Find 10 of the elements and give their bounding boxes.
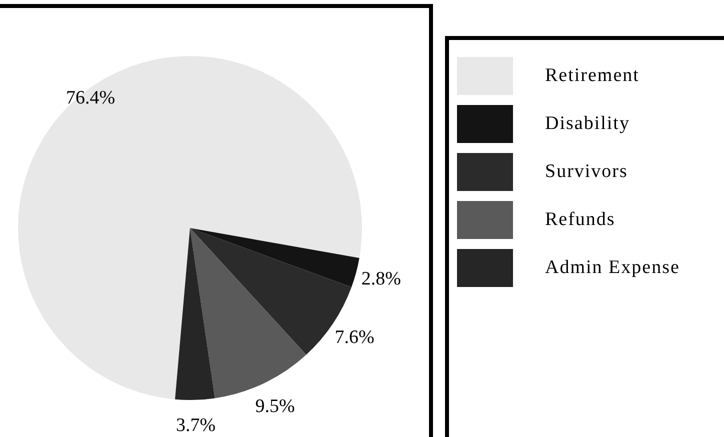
data-label: 76.4%: [66, 87, 116, 108]
legend-label: Admin Expense: [545, 257, 680, 279]
legend-label: Survivors: [545, 161, 628, 183]
legend-label: Refunds: [545, 209, 616, 231]
legend-label: Retirement: [545, 65, 640, 87]
data-label: 7.6%: [334, 327, 374, 348]
data-label: 3.7%: [176, 414, 216, 436]
data-label: 2.8%: [361, 268, 402, 290]
data-label: 9.5%: [255, 396, 295, 417]
legend-label: Disability: [545, 113, 630, 135]
